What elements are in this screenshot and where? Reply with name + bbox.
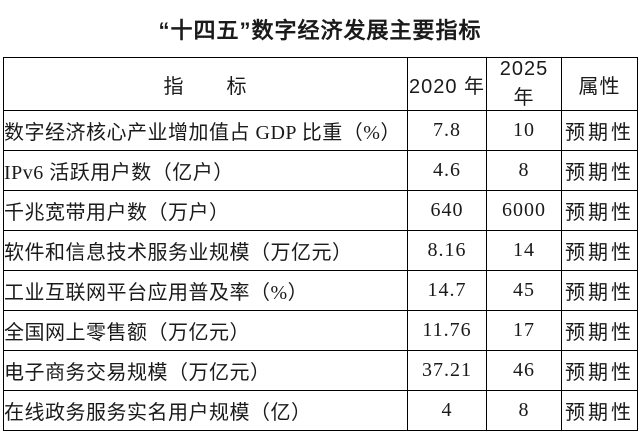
- attribute-cell: 预期性: [561, 350, 638, 391]
- value-2025-cell: 8: [486, 390, 562, 431]
- table-row: 在线政务服务实名用户规模（亿） 4 8 预期性: [3, 390, 638, 431]
- table-row: 全国网上零售额（万亿元） 11.76 17 预期性: [3, 310, 638, 351]
- value-2025-cell: 17: [486, 310, 562, 351]
- value-2020-cell: 7.8: [407, 110, 487, 151]
- indicator-cell: 工业互联网平台应用普及率（%）: [3, 270, 408, 311]
- indicator-cell: 电子商务交易规模（万亿元）: [3, 350, 408, 391]
- value-2025-cell: 10: [486, 110, 562, 151]
- table-row: 软件和信息技术服务业规模（万亿元） 8.16 14 预期性: [3, 230, 638, 271]
- indicator-cell: 全国网上零售额（万亿元）: [3, 310, 408, 351]
- value-2020-cell: 37.21: [407, 350, 487, 391]
- attribute-cell: 预期性: [561, 270, 638, 311]
- indicators-table: 指 标 2020 年 2025 年 属性 数字经济核心产业增加值占 GDP 比重…: [3, 57, 638, 431]
- table-row: 千兆宽带用户数（万户） 640 6000 预期性: [3, 190, 638, 231]
- table-row: 电子商务交易规模（万亿元） 37.21 46 预期性: [3, 350, 638, 391]
- header-indicator: 指 标: [3, 57, 408, 111]
- value-2025-cell: 6000: [486, 190, 562, 231]
- value-2020-cell: 8.16: [407, 230, 487, 271]
- indicator-cell: IPv6 活跃用户数（亿户）: [3, 150, 408, 191]
- indicator-cell: 千兆宽带用户数（万户）: [3, 190, 408, 231]
- table-row: 数字经济核心产业增加值占 GDP 比重（%） 7.8 10 预期性: [3, 110, 638, 151]
- indicator-cell: 在线政务服务实名用户规模（亿）: [3, 390, 408, 431]
- indicator-cell: 软件和信息技术服务业规模（万亿元）: [3, 230, 408, 271]
- attribute-cell: 预期性: [561, 190, 638, 231]
- value-2025-cell: 8: [486, 150, 562, 191]
- header-row: 指 标 2020 年 2025 年 属性: [3, 57, 638, 111]
- attribute-cell: 预期性: [561, 150, 638, 191]
- value-2025-cell: 46: [486, 350, 562, 391]
- header-attribute: 属性: [561, 57, 638, 111]
- header-year-2025: 2025 年: [486, 57, 562, 111]
- value-2025-cell: 45: [486, 270, 562, 311]
- value-2020-cell: 640: [407, 190, 487, 231]
- attribute-cell: 预期性: [561, 390, 638, 431]
- table-title: “十四五”数字经济发展主要指标: [158, 18, 482, 43]
- table-row: 工业互联网平台应用普及率（%） 14.7 45 预期性: [3, 270, 638, 311]
- attribute-cell: 预期性: [561, 230, 638, 271]
- table-row: IPv6 活跃用户数（亿户） 4.6 8 预期性: [3, 150, 638, 191]
- value-2020-cell: 4: [407, 390, 487, 431]
- attribute-cell: 预期性: [561, 110, 638, 151]
- indicator-cell: 数字经济核心产业增加值占 GDP 比重（%）: [3, 110, 408, 151]
- value-2025-cell: 14: [486, 230, 562, 271]
- value-2020-cell: 11.76: [407, 310, 487, 351]
- value-2020-cell: 14.7: [407, 270, 487, 311]
- value-2020-cell: 4.6: [407, 150, 487, 191]
- header-year-2020: 2020 年: [407, 57, 487, 111]
- attribute-cell: 预期性: [561, 310, 638, 351]
